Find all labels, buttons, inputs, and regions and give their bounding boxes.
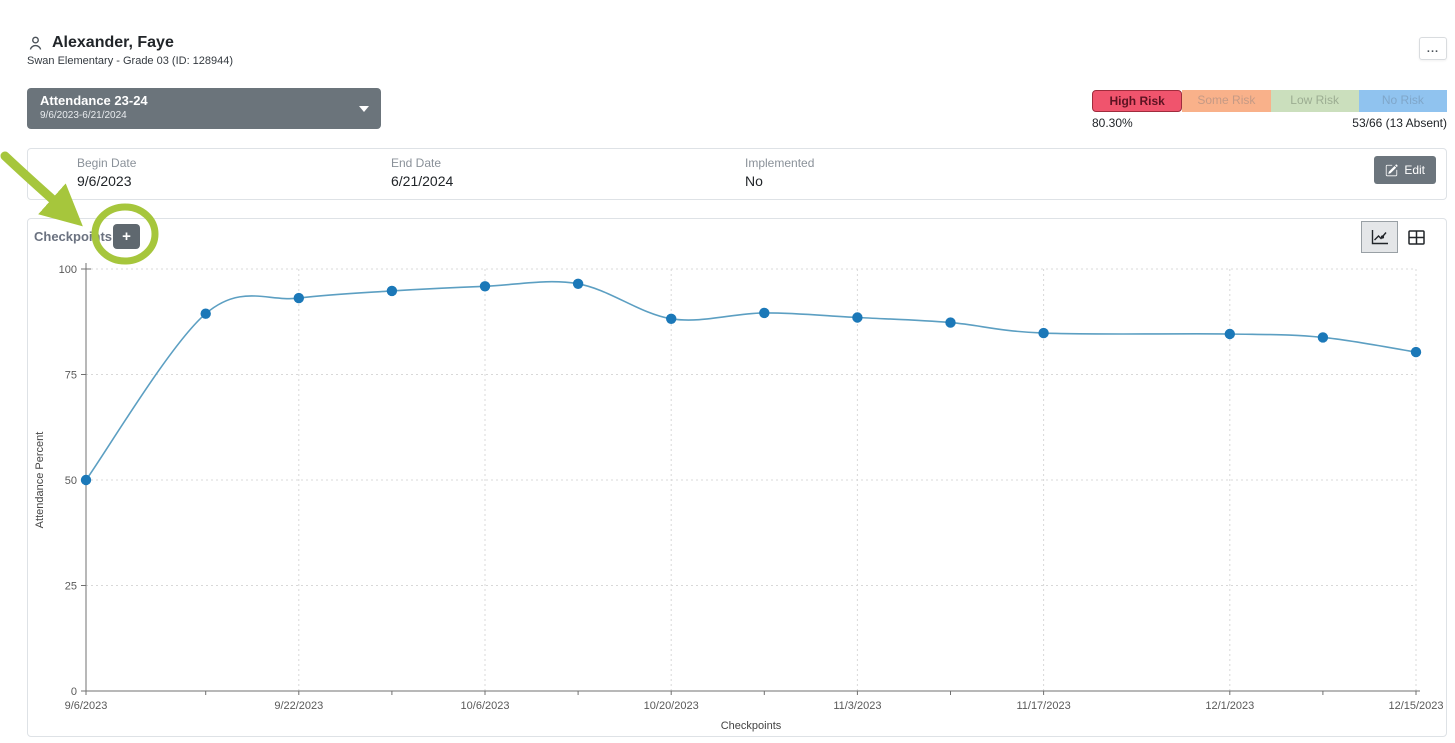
svg-text:12/1/2023: 12/1/2023 xyxy=(1205,700,1254,712)
svg-text:75: 75 xyxy=(65,370,77,382)
attendance-ratio-value: 53/66 (13 Absent) xyxy=(1352,116,1447,130)
data-point[interactable] xyxy=(479,281,491,292)
begin-date-value: 9/6/2023 xyxy=(77,173,132,189)
intervention-date-range: 9/6/2023-6/21/2024 xyxy=(40,110,127,121)
chevron-down-icon xyxy=(359,106,369,112)
more-options-button[interactable]: ... xyxy=(1419,37,1447,60)
data-point[interactable] xyxy=(852,312,863,323)
data-point[interactable] xyxy=(572,278,584,289)
risk-badge-some: Some Risk xyxy=(1182,90,1271,112)
data-point[interactable] xyxy=(200,308,211,319)
student-header: Alexander, Faye Swan Elementary - Grade … xyxy=(27,34,233,67)
line-chart-icon xyxy=(1371,229,1389,245)
data-point[interactable] xyxy=(1224,328,1236,340)
data-point[interactable] xyxy=(945,317,956,328)
data-point[interactable] xyxy=(1410,346,1422,358)
end-date-field: End Date 6/21/2024 xyxy=(391,156,453,189)
checkpoints-title: Checkpoints xyxy=(34,229,113,244)
svg-text:100: 100 xyxy=(59,264,77,276)
implemented-label: Implemented xyxy=(745,156,815,170)
pencil-square-icon xyxy=(1385,163,1399,177)
svg-text:25: 25 xyxy=(65,581,77,593)
end-date-value: 6/21/2024 xyxy=(391,173,454,189)
data-point[interactable] xyxy=(293,292,304,304)
intervention-details-card: Begin Date 9/6/2023 End Date 6/21/2024 I… xyxy=(27,148,1447,200)
person-icon xyxy=(27,35,44,52)
student-school-grade-id: Swan Elementary - Grade 03 (ID: 128944) xyxy=(27,55,234,67)
view-toggle xyxy=(1361,221,1435,253)
implemented-field: Implemented No xyxy=(745,156,814,189)
add-checkpoint-button[interactable]: + xyxy=(113,224,140,249)
svg-text:50: 50 xyxy=(65,475,77,487)
data-point[interactable] xyxy=(759,307,770,319)
checkpoints-header: Checkpoints + xyxy=(28,219,1446,253)
svg-text:9/6/2023: 9/6/2023 xyxy=(65,700,108,712)
svg-text:0: 0 xyxy=(71,686,77,698)
svg-text:11/17/2023: 11/17/2023 xyxy=(1016,700,1070,712)
edit-button-label: Edit xyxy=(1404,163,1425,177)
begin-date-field: Begin Date 9/6/2023 xyxy=(77,156,136,189)
svg-text:10/20/2023: 10/20/2023 xyxy=(644,700,699,712)
attendance-chart: 0 25 50 75 100 9/6/2023 9/22/2023 10/6/2023 10/2… xyxy=(28,253,1448,738)
edit-button[interactable]: Edit xyxy=(1374,156,1436,184)
table-view-button[interactable] xyxy=(1398,221,1435,253)
svg-text:10/6/2023: 10/6/2023 xyxy=(461,700,510,712)
risk-badge-high: High Risk xyxy=(1092,90,1183,112)
checkpoints-card: Checkpoints + xyxy=(27,218,1447,737)
table-icon xyxy=(1408,229,1425,245)
data-point[interactable] xyxy=(80,474,92,486)
data-point[interactable] xyxy=(1038,327,1049,339)
data-point[interactable] xyxy=(386,285,398,297)
svg-text:11/3/2023: 11/3/2023 xyxy=(833,700,881,712)
svg-text:Attendance Percent: Attendance Percent xyxy=(34,432,46,529)
data-point[interactable] xyxy=(666,313,677,324)
svg-text:9/22/2023: 9/22/2023 xyxy=(274,700,323,712)
intervention-dropdown[interactable]: Attendance 23-24 9/6/2023-6/21/2024 xyxy=(27,88,381,129)
begin-date-label: Begin Date xyxy=(77,156,137,170)
risk-scale: High Risk Some Risk Low Risk No Risk 80.… xyxy=(1092,90,1447,130)
risk-badge-low: Low Risk xyxy=(1270,90,1359,112)
student-name: Alexander, Faye xyxy=(52,34,174,51)
implemented-value: No xyxy=(745,173,763,189)
svg-text:12/15/2023: 12/15/2023 xyxy=(1388,700,1443,712)
chart-view-button[interactable] xyxy=(1361,221,1398,253)
intervention-title: Attendance 23-24 xyxy=(40,93,148,108)
attendance-percent-value: 80.30% xyxy=(1092,116,1133,130)
svg-text:Checkpoints: Checkpoints xyxy=(721,720,782,732)
data-point[interactable] xyxy=(1317,332,1329,343)
risk-badge-no: No Risk xyxy=(1358,90,1447,112)
end-date-label: End Date xyxy=(391,156,442,170)
